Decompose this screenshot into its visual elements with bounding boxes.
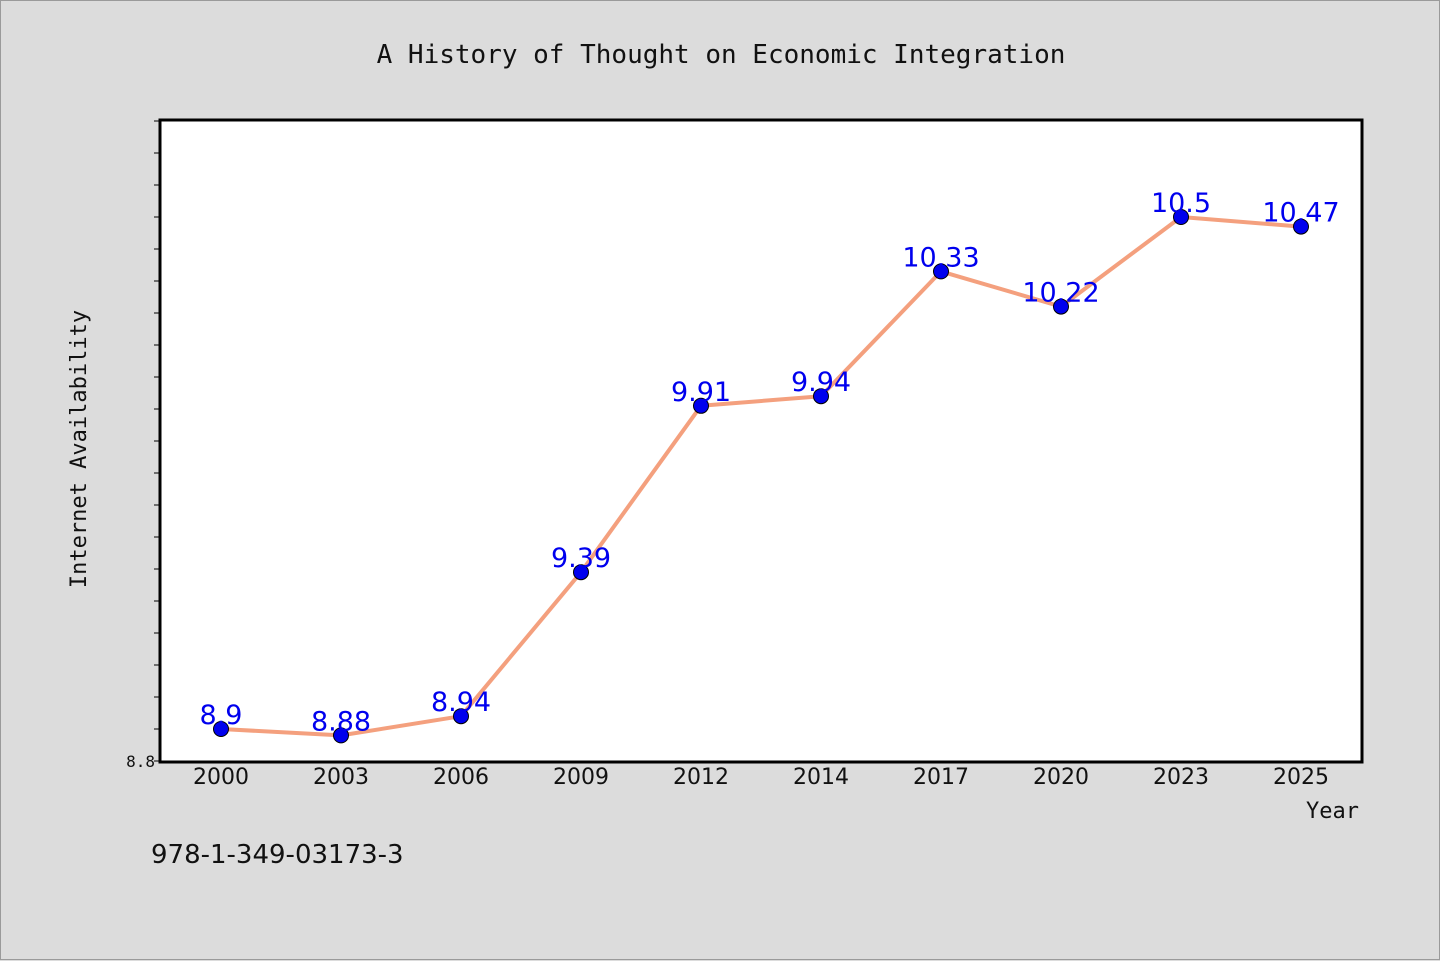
x-tick-label: 2023 bbox=[1153, 765, 1209, 790]
data-point bbox=[933, 263, 949, 280]
data-point bbox=[813, 388, 829, 405]
y-axis-label: Internet Availability bbox=[67, 310, 92, 588]
y-tick-label: 8.8 bbox=[126, 752, 155, 771]
data-point bbox=[1053, 298, 1069, 315]
data-label: 10.47 bbox=[1262, 198, 1339, 229]
x-tick-label: 2006 bbox=[433, 765, 489, 790]
plot-area bbox=[158, 118, 1364, 764]
data-label: 9.39 bbox=[551, 543, 611, 574]
data-label: 8.88 bbox=[311, 706, 371, 737]
y-axis-ticks: 8.8 bbox=[126, 120, 161, 771]
x-tick-label: 2012 bbox=[673, 765, 729, 790]
x-tick-label: 2025 bbox=[1273, 765, 1329, 790]
data-label: 10.33 bbox=[902, 242, 979, 273]
data-label: 9.91 bbox=[671, 377, 731, 408]
data-label: 8.94 bbox=[431, 687, 491, 718]
data-label: 8.9 bbox=[200, 700, 243, 731]
data-point bbox=[573, 564, 589, 581]
x-tick-label: 2020 bbox=[1033, 765, 1089, 790]
data-point bbox=[213, 721, 229, 737]
footer-code: 978-1-349-03173-3 bbox=[151, 840, 404, 870]
chart-title: A History of Thought on Economic Integra… bbox=[377, 40, 1066, 70]
series-group: 8.9 8.88 8.94 9.39 9.91 9.94 10.33 10.22 10.5 10.… bbox=[200, 188, 1340, 744]
x-tick-label: 2017 bbox=[913, 765, 969, 790]
data-point bbox=[333, 727, 349, 744]
data-label: 9.94 bbox=[791, 367, 851, 398]
x-tick-label: 2000 bbox=[193, 765, 249, 790]
data-point bbox=[1173, 209, 1189, 225]
series-line bbox=[219, 215, 1303, 738]
x-tick-label: 2003 bbox=[313, 765, 369, 790]
data-label: 10.5 bbox=[1151, 188, 1211, 219]
data-point bbox=[1293, 218, 1309, 235]
data-point bbox=[693, 397, 709, 414]
x-axis-label: Year bbox=[1306, 799, 1359, 824]
data-point bbox=[453, 708, 469, 725]
x-tick-label: 2014 bbox=[793, 765, 849, 790]
data-label: 10.22 bbox=[1022, 278, 1099, 309]
x-tick-label: 2009 bbox=[553, 765, 609, 790]
x-axis-ticks: 2000 2003 2006 2009 2012 2014 2017 2020 2023 2025 bbox=[193, 765, 1329, 790]
